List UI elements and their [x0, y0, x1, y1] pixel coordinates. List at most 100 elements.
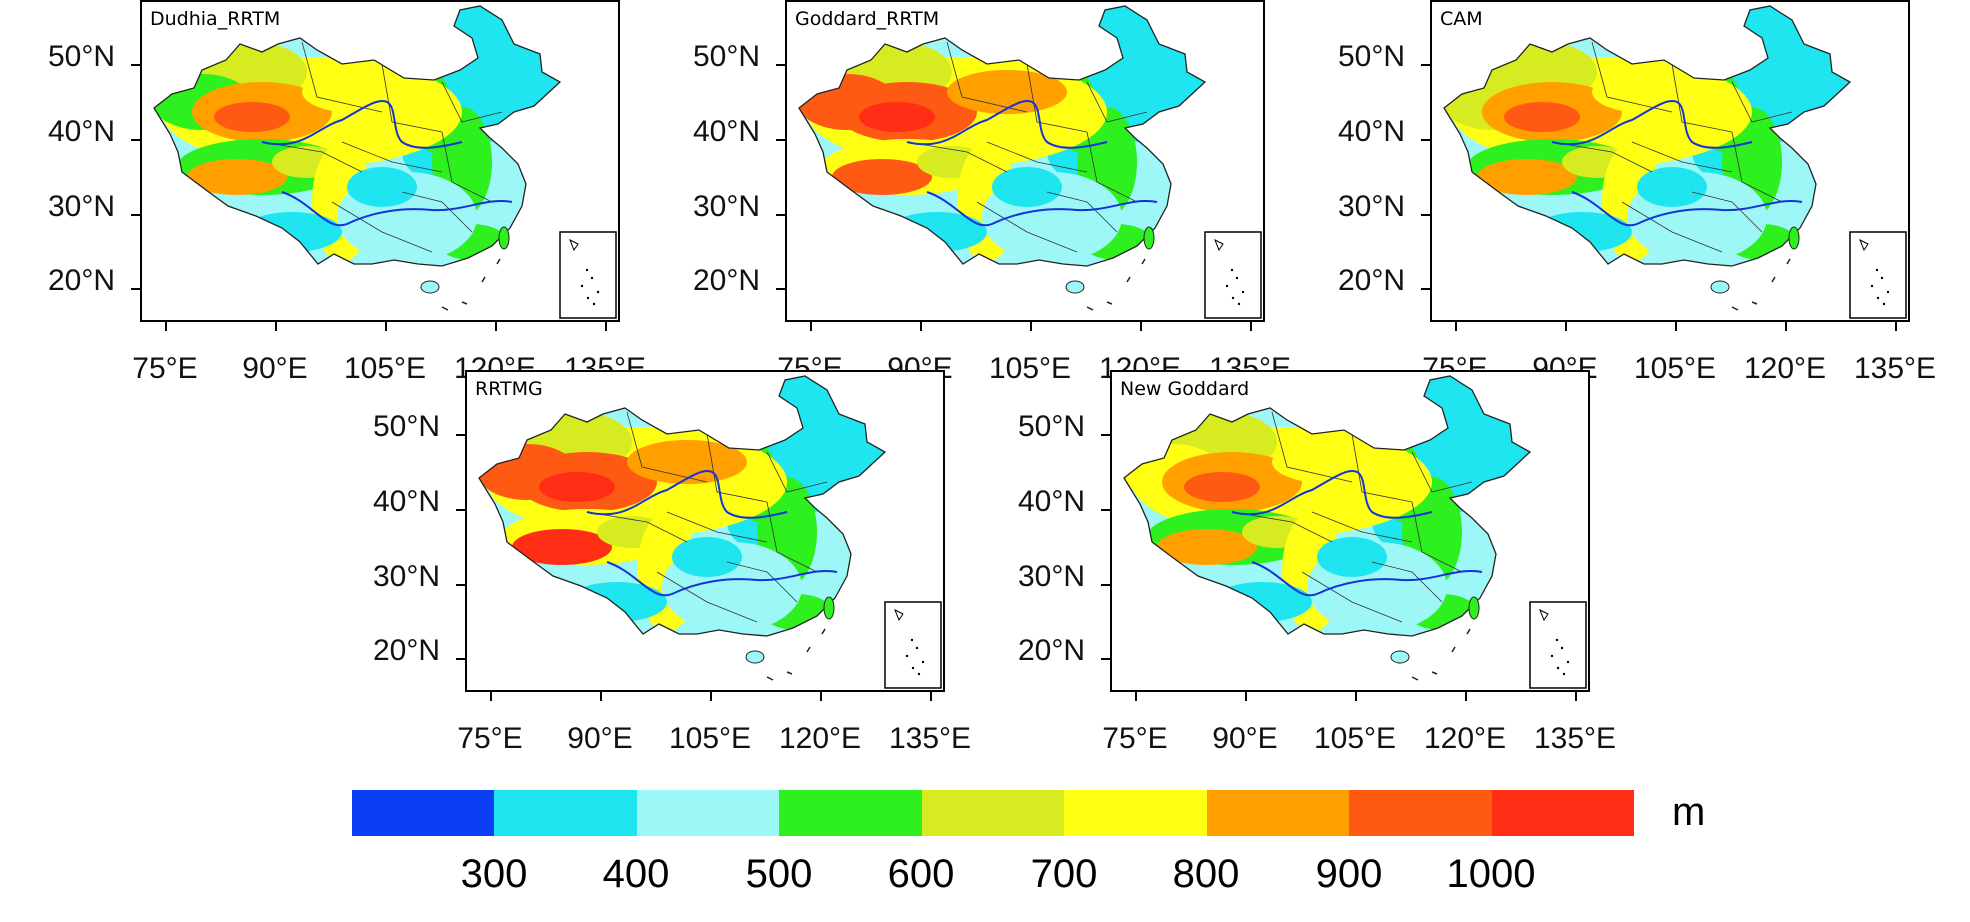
lat-label-40n: 40°N — [1337, 115, 1405, 148]
lon-tick — [1455, 322, 1457, 331]
china-map — [478, 375, 942, 689]
colorbar-segment — [1206, 790, 1350, 836]
lat-label-40n: 40°N — [372, 485, 440, 518]
lon-tick — [1135, 692, 1137, 701]
panel-title: CAM — [1440, 8, 1483, 30]
terrain-fill — [1124, 376, 1530, 636]
lat-tick — [456, 658, 465, 660]
colorbar — [352, 790, 1634, 836]
colorbar-segment — [1349, 790, 1492, 836]
lon-label-120e: 120°E — [1743, 352, 1827, 385]
lon-tick — [1030, 322, 1032, 331]
china-map — [798, 5, 1262, 319]
hainan-island — [1065, 280, 1085, 294]
lon-tick — [1140, 322, 1142, 331]
lat-label-20n: 20°N — [1337, 264, 1405, 297]
lat-tick — [131, 64, 140, 66]
lon-label-105e: 105°E — [668, 722, 752, 755]
lat-label-50n: 50°N — [692, 40, 760, 73]
map-frame: Dudhia_RRTM — [140, 0, 620, 322]
colorbar-unit: m — [1672, 790, 1706, 834]
south-china-sea-inset — [1204, 231, 1262, 319]
lat-label-30n: 30°N — [1017, 560, 1085, 593]
lat-tick — [1421, 214, 1430, 216]
nine-dash-line — [1086, 258, 1146, 311]
lon-label-105e: 105°E — [1313, 722, 1397, 755]
country-border — [1443, 5, 1852, 267]
colorbar-segment — [636, 790, 780, 836]
colorbar-segment — [921, 790, 1065, 836]
hainan-island — [1710, 280, 1730, 294]
lat-tick — [456, 584, 465, 586]
lon-tick — [275, 322, 277, 331]
terrain-fill — [799, 6, 1205, 266]
colorbar-segment — [1491, 790, 1634, 836]
south-china-sea-inset — [1849, 231, 1907, 319]
china-map — [1123, 375, 1587, 689]
lon-tick — [930, 692, 932, 701]
map-frame: RRTMG — [465, 370, 945, 692]
china-map — [1443, 5, 1907, 319]
lat-tick — [1421, 64, 1430, 66]
colorbar-label: 700 — [1030, 852, 1098, 896]
lat-label-20n: 20°N — [692, 264, 760, 297]
lat-tick — [776, 64, 785, 66]
colorbar-label: 600 — [887, 852, 955, 896]
province-borders — [261, 41, 503, 253]
nine-dash-line — [1411, 628, 1471, 681]
colorbar-label: 800 — [1172, 852, 1240, 896]
lat-label-50n: 50°N — [1017, 410, 1085, 443]
lat-label-30n: 30°N — [1337, 190, 1405, 223]
rivers — [261, 100, 513, 227]
lon-label-75e: 75°E — [457, 722, 523, 755]
province-borders — [1231, 411, 1473, 623]
lat-label-40n: 40°N — [1017, 485, 1085, 518]
lon-label-90e: 90°E — [242, 352, 308, 385]
nine-dash-line — [766, 628, 826, 681]
china-map — [153, 5, 617, 319]
province-borders — [1551, 41, 1793, 253]
lon-label-90e: 90°E — [1212, 722, 1278, 755]
lat-tick — [1101, 658, 1110, 660]
lat-tick — [1101, 584, 1110, 586]
south-china-sea-inset — [559, 231, 617, 319]
lon-tick — [385, 322, 387, 331]
lon-tick — [920, 322, 922, 331]
lon-tick — [820, 692, 822, 701]
rivers — [1231, 470, 1483, 597]
colorbar-segment — [352, 790, 495, 836]
lon-tick — [1575, 692, 1577, 701]
lon-label-105e: 105°E — [343, 352, 427, 385]
taiwan-island — [1788, 226, 1800, 250]
lon-tick — [490, 692, 492, 701]
lat-tick — [131, 139, 140, 141]
lat-tick — [1421, 139, 1430, 141]
colorbar-label: 900 — [1315, 852, 1383, 896]
lon-label-120e: 120°E — [778, 722, 862, 755]
lon-label-120e: 120°E — [1423, 722, 1507, 755]
taiwan-island — [1468, 596, 1480, 620]
lat-label-30n: 30°N — [692, 190, 760, 223]
south-china-sea-inset — [1529, 601, 1587, 689]
lon-tick — [600, 692, 602, 701]
lon-label-135e: 135°E — [888, 722, 972, 755]
lon-tick — [710, 692, 712, 701]
nine-dash-line — [441, 258, 501, 311]
hainan-island — [745, 650, 765, 664]
lat-label-50n: 50°N — [372, 410, 440, 443]
taiwan-island — [498, 226, 510, 250]
lon-tick — [810, 322, 812, 331]
lon-tick — [1465, 692, 1467, 701]
lat-tick — [776, 139, 785, 141]
rivers — [1551, 100, 1803, 227]
terrain-fill — [479, 376, 885, 636]
terrain-fill — [154, 6, 560, 266]
nine-dash-line — [1731, 258, 1791, 311]
map-frame: CAM — [1430, 0, 1910, 322]
panel-title: Dudhia_RRTM — [150, 8, 281, 30]
lat-label-30n: 30°N — [47, 190, 115, 223]
lon-tick — [1250, 322, 1252, 331]
lon-tick — [1895, 322, 1897, 331]
lon-label-75e: 75°E — [1102, 722, 1168, 755]
lat-label-30n: 30°N — [372, 560, 440, 593]
